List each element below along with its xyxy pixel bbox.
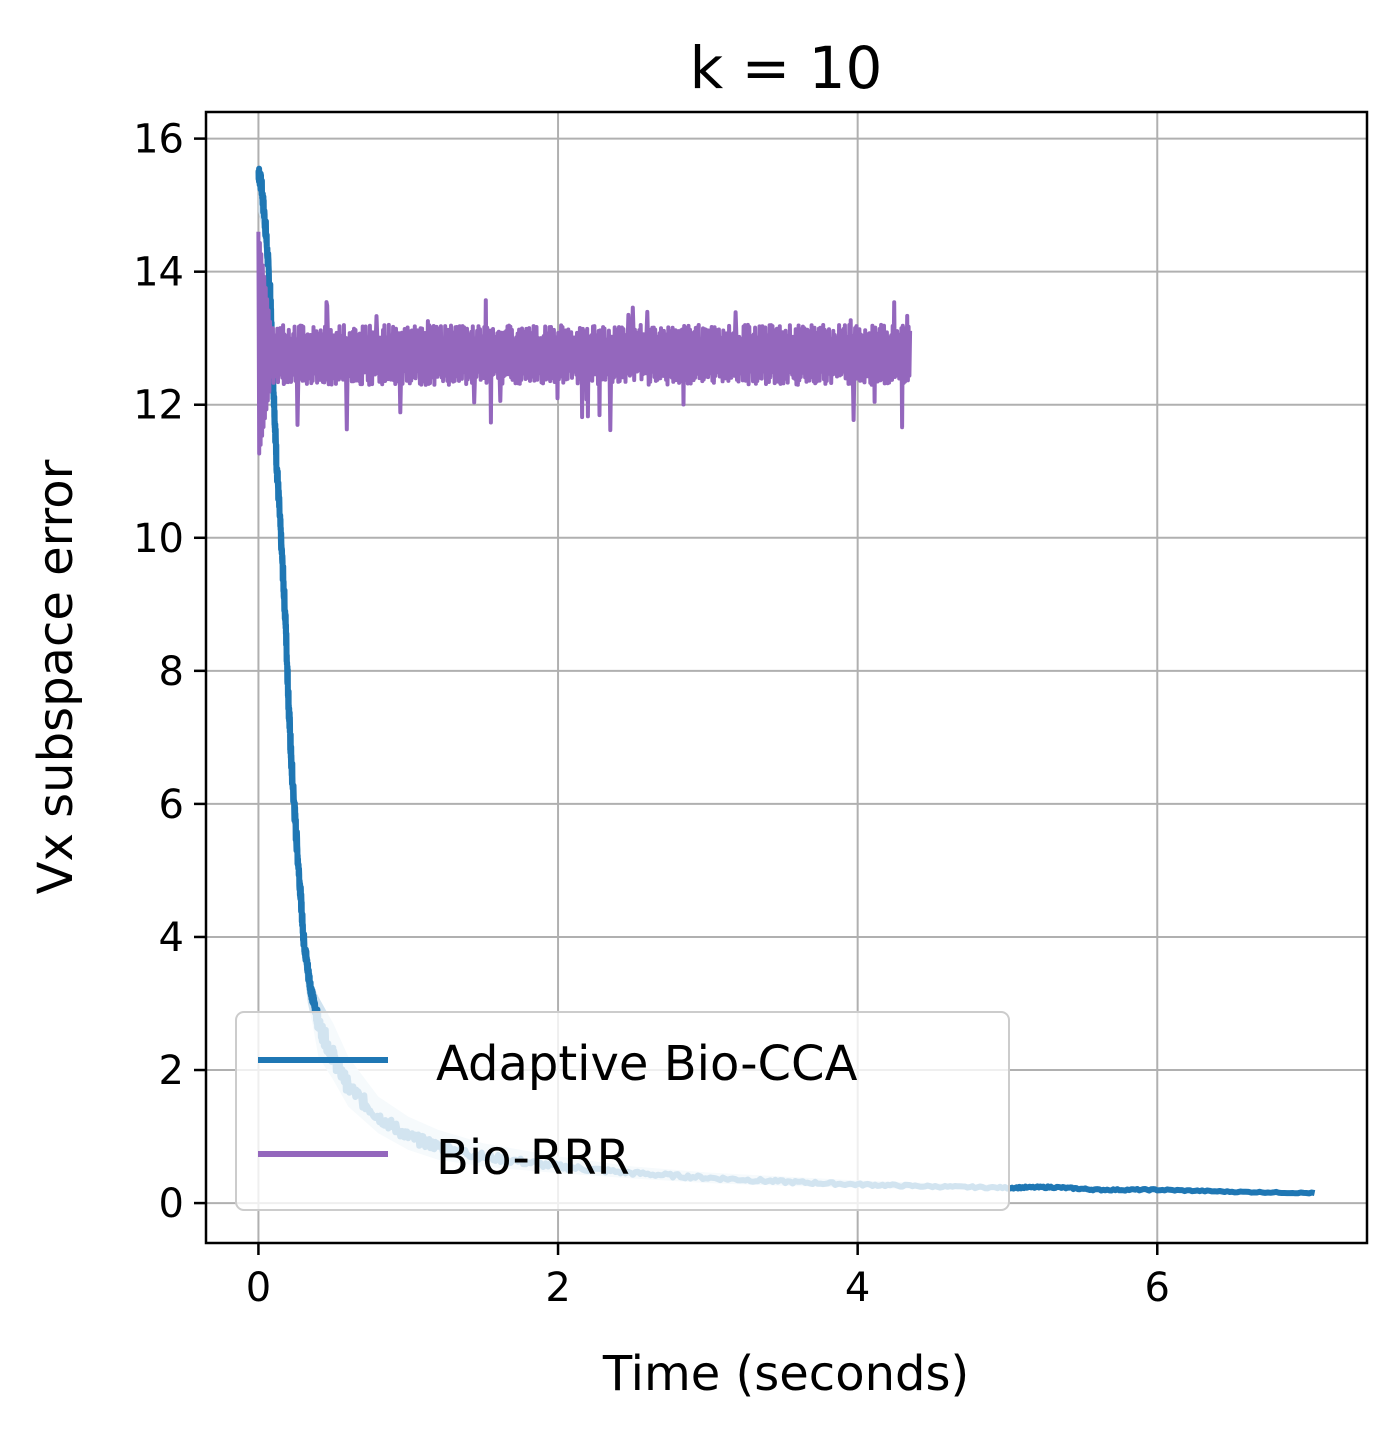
y-tick-label: 8 <box>159 649 184 695</box>
y-tick-label: 10 <box>133 516 184 562</box>
legend: Adaptive Bio-CCA Bio-RRR <box>235 1011 1010 1211</box>
x-tick-label: 0 <box>246 1265 271 1311</box>
x-tick-label: 6 <box>1145 1265 1170 1311</box>
y-tick-label: 16 <box>133 117 184 163</box>
y-axis-label: Vx subspace error <box>28 459 84 894</box>
y-tick-label: 4 <box>159 915 184 961</box>
y-tick-label: 6 <box>159 782 184 828</box>
legend-label-adaptive-bio-cca: Adaptive Bio-CCA <box>436 1036 858 1092</box>
x-axis-label: Time (seconds) <box>602 1346 969 1402</box>
legend-box <box>235 1011 1010 1211</box>
x-tick-label: 2 <box>545 1265 570 1311</box>
chart-title: k = 10 <box>690 34 883 102</box>
y-tick-label: 14 <box>133 250 184 296</box>
x-tick-label: 4 <box>845 1265 870 1311</box>
legend-label-bio-rrr: Bio-RRR <box>436 1130 630 1186</box>
y-tick-label: 0 <box>159 1181 184 1227</box>
y-tick-label: 2 <box>159 1048 184 1094</box>
bio-rrr-line <box>256 231 913 456</box>
axes-frame <box>204 110 1369 1245</box>
y-tick-label: 12 <box>133 383 184 429</box>
